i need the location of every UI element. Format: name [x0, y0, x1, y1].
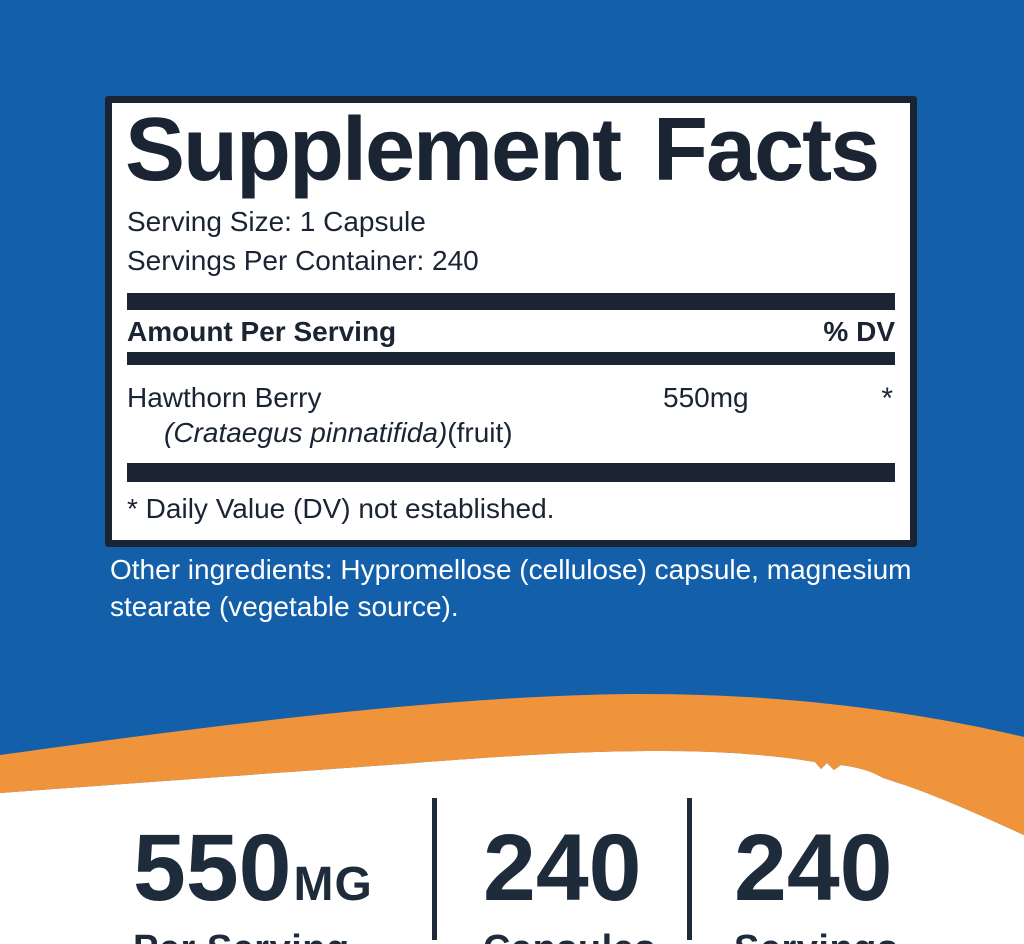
- stat-servings-value: 240: [734, 815, 893, 921]
- stat-per-serving-label: Per Serving: [133, 928, 373, 944]
- swoosh-orange-band: [0, 693, 1024, 835]
- swoosh-white-area: [0, 751, 1024, 860]
- facts-header-row: Amount Per Serving % DV: [127, 315, 895, 349]
- stat-per-serving-unit: MG: [293, 858, 373, 911]
- amount-per-serving-header: Amount Per Serving: [127, 316, 397, 347]
- other-ingredients-text: Other ingredients: Hypromellose (cellulo…: [110, 551, 970, 625]
- stat-servings-label: Servings: [734, 928, 899, 944]
- ingredient-name: Hawthorn Berry: [127, 382, 322, 413]
- stat-divider-1: [432, 798, 437, 940]
- stat-divider-2: [687, 798, 692, 940]
- ingredient-amount: 550mg: [663, 382, 749, 413]
- stat-capsules-label: Capsules: [483, 928, 656, 944]
- ingredient-botanical-line: (Crataegus pinnatifida)(fruit): [164, 417, 513, 449]
- thick-rule-top: [127, 293, 895, 310]
- thick-rule-middle: [127, 352, 895, 365]
- other-ingredients-line2: stearate (vegetable source).: [110, 591, 459, 623]
- stat-per-serving-value: 550: [133, 815, 292, 921]
- thick-rule-bottom: [127, 463, 895, 482]
- orange-swoosh-graphic: [0, 693, 1024, 860]
- stat-servings-number: 240: [734, 821, 899, 916]
- supplement-facts-box: Supplement Facts Serving Size: 1 Capsule…: [105, 96, 917, 547]
- daily-value-footnote: * Daily Value (DV) not established.: [127, 493, 555, 524]
- stat-capsules-number: 240: [483, 821, 656, 916]
- servings-per-container-text: Servings Per Container: 240: [127, 245, 479, 276]
- plant-part-text: (fruit): [447, 417, 513, 448]
- other-ingredients-line1: Other ingredients: Hypromellose (cellulo…: [110, 554, 912, 585]
- stat-per-serving-number: 550 MG: [133, 821, 373, 916]
- stat-per-serving: 550 MG Per Serving: [133, 821, 373, 944]
- ingredient-dv-asterisk: *: [881, 382, 893, 415]
- percent-dv-header: % DV: [823, 316, 895, 347]
- stat-servings: 240 Servings: [734, 821, 899, 944]
- supplement-facts-title: Supplement Facts: [125, 100, 880, 200]
- stat-capsules: 240 Capsules: [483, 821, 656, 944]
- serving-size-text: Serving Size: 1 Capsule: [127, 206, 426, 237]
- stat-capsules-value: 240: [483, 815, 642, 921]
- botanical-name-italic: (Crataegus pinnatifida): [164, 417, 448, 448]
